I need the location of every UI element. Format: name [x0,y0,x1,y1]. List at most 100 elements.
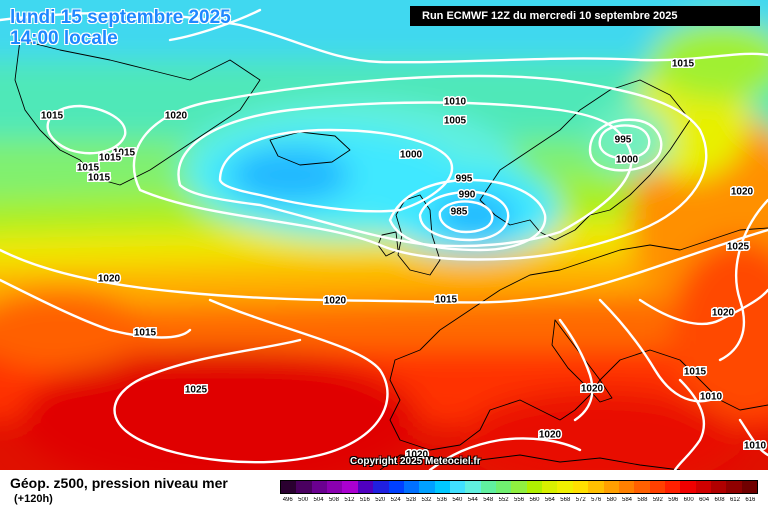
isobar-label: 1020 [539,430,562,441]
scale-label: 496 [282,497,293,503]
scale-label: 576 [591,497,602,503]
scale-label: 556 [514,497,525,503]
scale-swatch [311,481,328,493]
color-scale-labels: 496 500 504 508 512 516 520 524 528 532 536 540 544 5… [280,497,758,507]
isobar-label: 1015 [435,295,458,306]
scale-label: 596 [668,497,679,503]
forecast-local-time: 14:00 locale [10,28,118,49]
isobar-label: 1015 [41,111,64,122]
isobar-label: 1020 [731,187,754,198]
scale-swatch [342,481,358,493]
scale-label: 504 [313,497,324,503]
scale-swatch [726,481,742,493]
isobar-label: 1015 [134,328,157,339]
scale-label: 580 [606,497,617,503]
scale-swatch [741,481,758,493]
scale-swatch [357,481,374,493]
legend-subtitle: (+120h) [14,493,53,505]
scale-swatch [434,481,450,493]
color-scale [280,480,758,494]
isobar-label: 1015 [113,148,136,159]
scale-label: 540 [452,497,463,503]
scale-swatch [572,481,589,493]
scale-swatch [403,481,420,493]
scale-label: 584 [621,497,632,503]
scale-swatch [480,481,497,493]
scale-label: 532 [421,497,432,503]
isobar-label: 1010 [700,392,723,403]
scale-label: 560 [529,497,540,503]
isobars [0,8,768,470]
isobar-label: 1000 [616,155,639,166]
scale-label: 544 [467,497,478,503]
isobar-label: 1020 [165,111,188,122]
forecast-map: 1015102010151010100510009951000101510151… [0,0,768,470]
scale-label: 536 [436,497,447,503]
isobar-label: 1020 [712,308,735,319]
scale-swatch [373,481,389,493]
isobar-label: 1010 [744,441,767,452]
scale-label: 552 [498,497,509,503]
scale-label: 592 [652,497,663,503]
scale-swatch [327,481,343,493]
isobar-label: 1015 [77,163,100,174]
scale-label: 616 [745,497,756,503]
scale-swatch [618,481,635,493]
scale-label: 572 [575,497,586,503]
run-info-text: Run ECMWF 12Z du mercredi 10 septembre 2… [422,10,678,22]
scale-swatch [465,481,481,493]
isobar-label: 1005 [444,116,467,127]
forecast-time: lundi 15 septembre 2025 14:00 locale [10,8,231,48]
isobar-label: 1020 [406,450,429,461]
scale-label: 520 [375,497,386,503]
isobar-label: 1020 [98,274,121,285]
scale-label: 524 [390,497,401,503]
isobar-label: 985 [451,207,468,218]
isobar-labels: 1015102010151010100510009951000101510151… [39,57,768,462]
isobar-label: 1020 [581,384,604,395]
isobar-label: 1015 [88,173,111,184]
isobar-label: 995 [615,135,632,146]
isobar-label: 990 [459,190,476,201]
isobar-label: 1015 [684,367,707,378]
scale-label: 512 [344,497,355,503]
isobar-label: 1010 [444,97,467,108]
isobar-label: 1020 [324,296,347,307]
scale-label: 600 [683,497,694,503]
scale-swatch [664,481,681,493]
scale-swatch [603,481,619,493]
isobar-label: 1025 [185,385,208,396]
scale-swatch [419,481,435,493]
scale-swatch [296,481,312,493]
scale-swatch [388,481,404,493]
scale-swatch [680,481,696,493]
legend-panel: Géop. z500, pression niveau mer (+120h) … [0,470,768,512]
scale-label: 528 [406,497,417,503]
scale-label: 604 [699,497,710,503]
copyright-notice: Copyright 2025 Meteociel.fr [350,456,481,467]
scale-swatch [526,481,543,493]
forecast-date: lundi 15 septembre 2025 [10,7,231,28]
scale-swatch [649,481,665,493]
legend-title: Géop. z500, pression niveau mer [10,475,228,491]
scale-swatch [588,481,604,493]
scale-label: 612 [729,497,740,503]
scale-swatch [557,481,573,493]
scale-swatch [511,481,527,493]
scale-swatch [634,481,650,493]
scale-swatch [695,481,712,493]
scale-label: 500 [298,497,309,503]
isobar-label: 1025 [727,242,750,253]
isobar-label: 995 [456,174,473,185]
scale-label: 588 [637,497,648,503]
scale-label: 608 [714,497,725,503]
scale-label: 568 [560,497,571,503]
scale-swatch [449,481,466,493]
scale-swatch [496,481,512,493]
scale-label: 516 [359,497,370,503]
scale-swatch [281,481,297,493]
isobar-label: 1000 [400,150,423,161]
scale-label: 508 [328,497,339,503]
scale-swatch [711,481,727,493]
